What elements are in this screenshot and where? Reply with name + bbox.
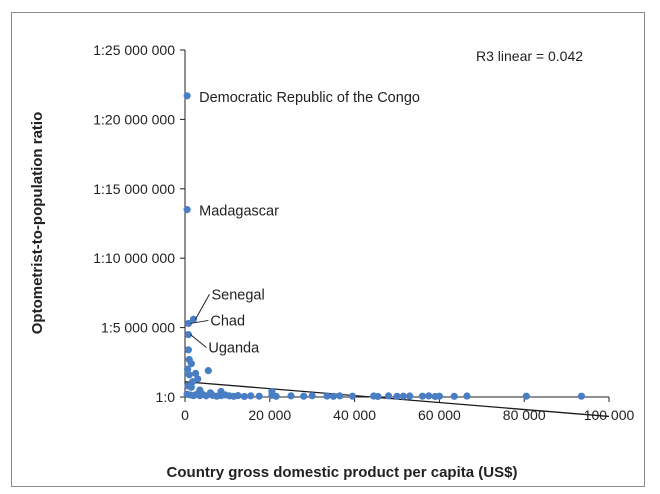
y-tick-label: 1:0 xyxy=(156,389,176,405)
data-point xyxy=(184,346,192,354)
data-point xyxy=(272,392,280,400)
data-point xyxy=(300,392,308,400)
data-point xyxy=(185,371,193,379)
data-point xyxy=(450,392,458,400)
data-point xyxy=(183,365,192,373)
x-axis-title: Country gross domestic product per capit… xyxy=(167,464,518,481)
data-point xyxy=(240,392,248,401)
data-point xyxy=(183,92,191,100)
point-label: Uganda xyxy=(208,341,260,357)
data-point xyxy=(189,315,198,323)
data-point xyxy=(425,392,433,400)
data-points xyxy=(183,92,586,401)
data-point xyxy=(418,392,427,400)
data-point xyxy=(204,367,212,375)
data-point xyxy=(184,330,192,339)
data-point xyxy=(399,392,407,400)
scatter-chart: 1:0 1:5 000 000 1:10 000 000 1:15 000 000 1:… xyxy=(29,42,635,481)
x-tick-label: 40 000 xyxy=(333,407,376,423)
point-label: Senegal xyxy=(211,287,264,303)
data-point xyxy=(184,319,192,328)
data-point xyxy=(374,392,382,401)
tick-layer: 1:0 1:5 000 000 1:10 000 000 1:15 000 000 1:… xyxy=(93,42,634,423)
y-tick-label: 1:20 000 000 xyxy=(93,111,175,127)
data-point xyxy=(435,392,443,400)
label-leader-line xyxy=(195,294,210,320)
data-point xyxy=(247,392,255,400)
x-tick-label: 100 000 xyxy=(584,407,635,423)
chart-frame: 1:0 1:5 000 000 1:10 000 000 1:15 000 000 1:… xyxy=(11,12,645,487)
label-leader-line xyxy=(190,319,209,324)
data-point xyxy=(406,392,414,400)
data-point xyxy=(393,392,401,400)
data-point xyxy=(202,392,210,400)
data-point xyxy=(384,392,393,400)
r-squared-annotation: R3 linear = 0.042 xyxy=(476,48,583,64)
x-tick-label: 20 000 xyxy=(248,407,291,423)
y-tick-label: 1:10 000 000 xyxy=(93,250,175,266)
y-tick-label: 1:5 000 000 xyxy=(101,320,175,336)
data-point xyxy=(255,392,263,400)
data-point xyxy=(348,392,357,400)
x-tick-label: 0 xyxy=(181,407,189,423)
data-point xyxy=(189,378,197,386)
data-point xyxy=(192,369,200,378)
point-labels: Democratic Republic of the Congo Madagasc… xyxy=(190,90,420,357)
point-label: Democratic Republic of the Congo xyxy=(199,90,420,106)
y-axis-title: Optometrist-to-population ratio xyxy=(29,112,46,334)
data-point xyxy=(323,392,331,400)
label-leader-line xyxy=(190,334,207,348)
point-label: Madagascar xyxy=(199,204,279,220)
data-point xyxy=(308,392,316,400)
data-point xyxy=(287,392,295,400)
data-point xyxy=(234,392,242,400)
data-point xyxy=(463,392,471,400)
data-point xyxy=(183,206,191,214)
data-point xyxy=(577,392,586,400)
data-point xyxy=(522,392,530,400)
point-label: Chad xyxy=(210,313,245,329)
data-point xyxy=(329,392,337,400)
x-tick-label: 60 000 xyxy=(418,407,461,423)
y-tick-label: 1:15 000 000 xyxy=(93,181,175,197)
data-point xyxy=(187,383,195,391)
data-point xyxy=(336,392,344,400)
y-tick-label: 1:25 000 000 xyxy=(93,42,175,58)
data-point xyxy=(187,360,195,368)
